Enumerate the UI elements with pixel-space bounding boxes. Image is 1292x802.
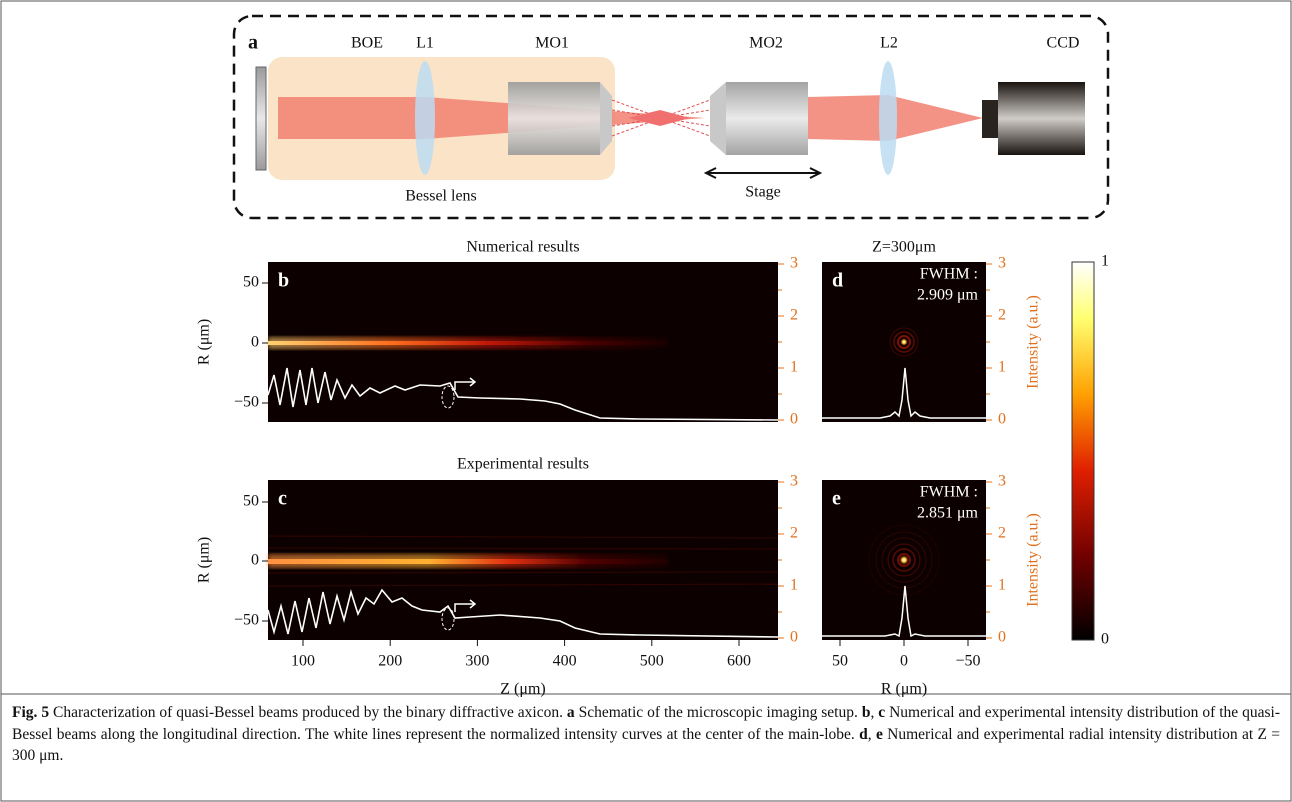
panel-c [267, 480, 779, 640]
y2-tick-label: 2 [790, 307, 798, 324]
y2-tick-label: 2 [998, 525, 1006, 542]
y2-tick-label: 1 [998, 359, 1006, 376]
component-label: L2 [880, 35, 898, 52]
y-axis-label: Intensity (a.u.) [1025, 295, 1042, 389]
lens-l2 [879, 61, 897, 175]
fwhm-value: 2.909 μm [917, 287, 979, 304]
y2-tick-label: 1 [790, 577, 798, 594]
panel-title: Z=300μm [872, 239, 936, 256]
x-axis-label: R (μm) [881, 681, 927, 698]
fwhm-label: FWHM : [920, 484, 978, 501]
group-label: Bessel lens [405, 188, 477, 205]
panel-label: e [832, 488, 841, 510]
mo1 [508, 82, 600, 155]
component-label: BOE [351, 35, 383, 52]
caption-bold: c [878, 704, 886, 721]
x-tick-label: 400 [553, 653, 577, 670]
ccd-mount [982, 100, 998, 138]
y-axis-label: Intensity (a.u.) [1025, 513, 1042, 607]
y2-tick-label: 0 [790, 629, 798, 646]
x-tick-label: −50 [955, 653, 980, 670]
y2-tick-label: 3 [790, 473, 798, 490]
y-tick-label: −50 [234, 394, 259, 411]
y2-tick-label: 2 [998, 307, 1006, 324]
y-tick-label: 50 [243, 493, 259, 510]
caption-text: , [870, 704, 879, 721]
stage-label: Stage [745, 184, 781, 201]
mo2 [726, 82, 808, 155]
schematic-frame [232, 14, 1110, 220]
boe [255, 66, 267, 171]
mo2-nose [710, 82, 726, 155]
panel-label: d [832, 270, 843, 292]
colorbar-tick-label: 0 [1101, 631, 1109, 648]
y2-tick-label: 1 [998, 577, 1006, 594]
caption-bold: d [859, 725, 868, 743]
component-label: CCD [1047, 35, 1080, 52]
y2-tick-label: 3 [790, 255, 798, 272]
lens-l1 [415, 61, 435, 175]
beam [278, 97, 425, 139]
caption-text: Schematic of the microscopic imaging set… [574, 704, 862, 721]
y2-tick-label: 3 [998, 255, 1006, 272]
ccd [998, 82, 1085, 155]
y2-tick-label: 2 [790, 525, 798, 542]
x-tick-label: 300 [465, 653, 489, 670]
y-axis-label: R (μm) [196, 537, 213, 583]
panel-e [822, 480, 986, 640]
caption-text: Characterization of quasi-Bessel beams p… [49, 704, 567, 721]
x-tick-label: 600 [727, 653, 751, 670]
x-tick-label: 100 [291, 653, 315, 670]
colorbar [1071, 261, 1095, 641]
x-tick-label: 50 [832, 653, 848, 670]
component-label: MO1 [535, 35, 569, 52]
y-tick-label: −50 [234, 612, 259, 629]
y-axis-label: R (μm) [196, 319, 213, 365]
mo1-nose [600, 82, 612, 155]
x-axis-label: Z (μm) [500, 681, 545, 698]
y2-tick-label: 0 [790, 411, 798, 428]
caption-text: Numerical and experimental intensity dis… [12, 704, 1280, 743]
bessel-zone [628, 110, 690, 126]
y-tick-label: 0 [251, 334, 259, 351]
panel-title: Numerical results [466, 239, 579, 256]
x-tick-label: 500 [640, 653, 664, 670]
colorbar-tick-label: 1 [1101, 253, 1109, 270]
y2-tick-label: 3 [998, 473, 1006, 490]
caption-bold: Fig. 5 [12, 704, 50, 721]
component-label: L1 [416, 35, 434, 52]
caption-text: , [867, 725, 876, 743]
y-tick-label: 50 [243, 274, 259, 291]
fwhm-value: 2.851 μm [917, 505, 979, 522]
panel-title: Experimental results [457, 456, 589, 473]
y-tick-label: 0 [251, 552, 259, 569]
panel-d [822, 262, 986, 422]
caption-bold: b [861, 704, 871, 721]
stage-arrow [703, 167, 823, 179]
panel-label: c [278, 488, 287, 510]
y2-tick-label: 1 [790, 359, 798, 376]
caption-bold: a [566, 704, 575, 721]
panel-label: b [278, 270, 289, 292]
panel-b [267, 262, 779, 422]
fwhm-label: FWHM : [920, 266, 978, 283]
x-tick-label: 0 [900, 653, 908, 670]
y2-tick-label: 0 [998, 629, 1006, 646]
panel-label: a [248, 32, 258, 54]
caption: Fig. 5 Characterization of quasi-Bessel … [12, 702, 1280, 767]
x-tick-label: 200 [378, 653, 402, 670]
component-label: MO2 [749, 35, 783, 52]
y2-tick-label: 0 [998, 411, 1006, 428]
caption-bold: e [875, 725, 883, 743]
caption-text: Numerical and experimental radial intens… [12, 725, 1281, 765]
